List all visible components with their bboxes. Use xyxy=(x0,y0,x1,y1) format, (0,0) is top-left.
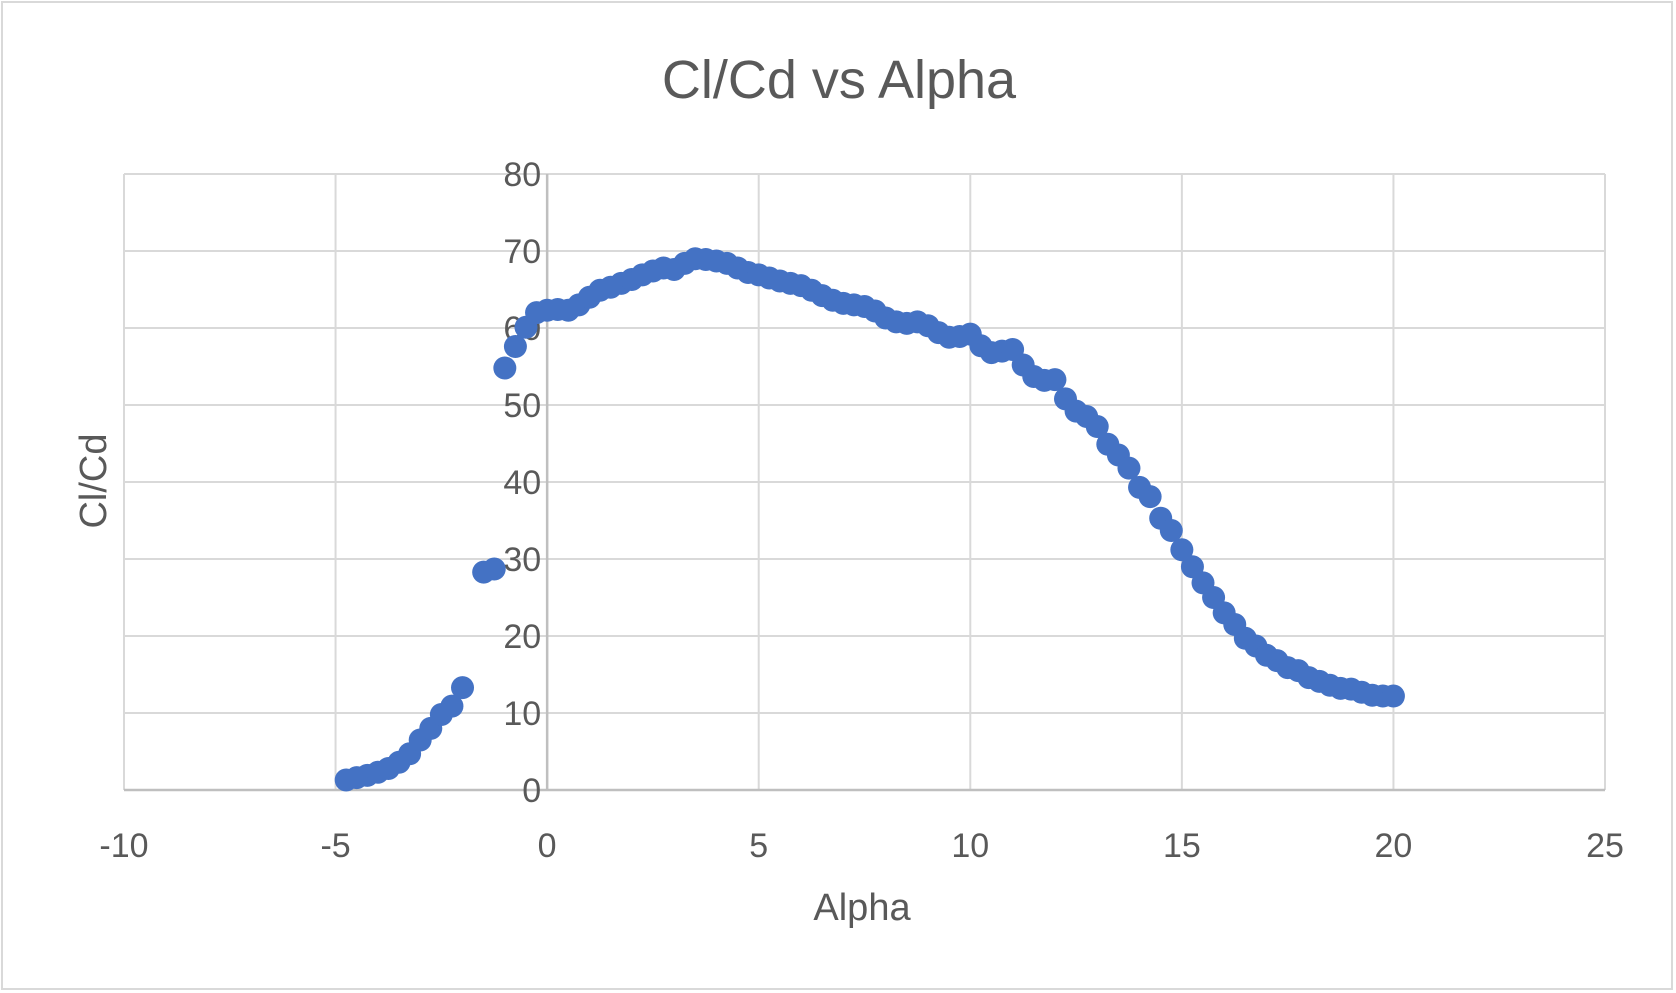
y-tick-label: 20 xyxy=(503,618,541,656)
y-tick-labels: 01020304050607080 xyxy=(503,156,541,810)
data-point xyxy=(440,694,464,718)
data-point xyxy=(1043,368,1067,392)
grid-lines xyxy=(123,173,1606,791)
chart-title: Cl/Cd vs Alpha xyxy=(662,50,1017,110)
data-point xyxy=(1381,684,1405,708)
x-tick-label: 10 xyxy=(951,827,989,865)
x-tick-label: 15 xyxy=(1163,827,1201,865)
y-tick-label: 80 xyxy=(503,156,541,194)
y-tick-label: 70 xyxy=(503,233,541,271)
y-tick-label: 0 xyxy=(522,772,541,810)
y-axis-title: Cl/Cd xyxy=(73,433,115,528)
axis-lines xyxy=(124,174,1605,792)
x-tick-label: 0 xyxy=(538,827,557,865)
x-tick-label: 5 xyxy=(749,827,768,865)
data-series-1 xyxy=(334,247,1405,792)
x-tick-label: 25 xyxy=(1586,827,1624,865)
data-point xyxy=(503,334,527,358)
data-point xyxy=(482,557,506,581)
y-tick-label: 30 xyxy=(503,541,541,579)
x-tick-label: 20 xyxy=(1375,827,1413,865)
x-axis-title: Alpha xyxy=(813,887,911,929)
data-point xyxy=(1138,485,1162,509)
data-point xyxy=(1159,519,1183,543)
data-point xyxy=(451,676,475,700)
data-point xyxy=(493,356,517,380)
x-tick-labels: -10 -5 0 5 10 15 20 25 xyxy=(99,827,1623,865)
data-point xyxy=(1117,456,1141,480)
x-tick-label: -10 xyxy=(99,827,148,865)
y-tick-label: 10 xyxy=(503,695,541,733)
chart-svg: Cl/Cd vs Alpha -10 -5 0 5 10 15 20 25 0 10 20 30 40… xyxy=(73,50,1624,929)
data-point xyxy=(1085,415,1109,439)
y-tick-label: 40 xyxy=(503,464,541,502)
x-tick-label: -5 xyxy=(320,827,350,865)
data-point xyxy=(1170,538,1194,562)
y-tick-label: 50 xyxy=(503,387,541,425)
